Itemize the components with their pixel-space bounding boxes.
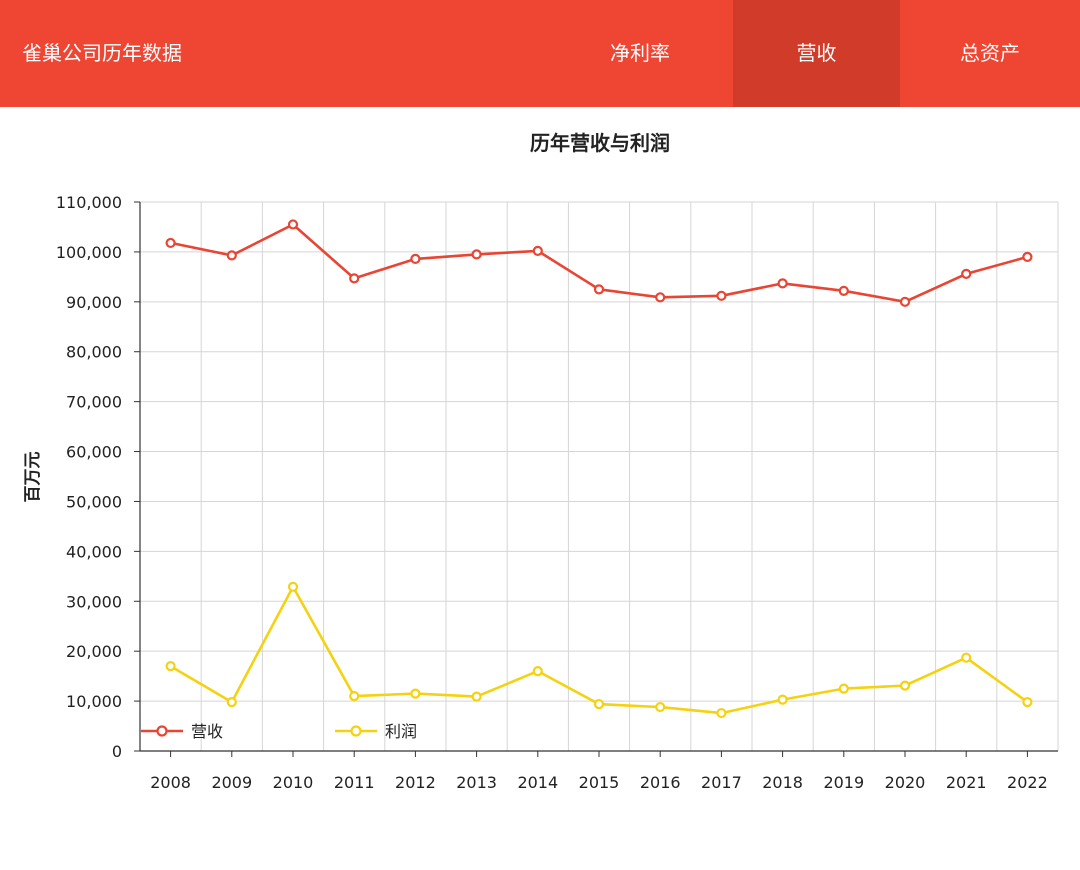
x-tick-label: 2019 <box>823 773 864 792</box>
data-point <box>777 278 788 289</box>
y-tick-label: 60,000 <box>66 443 122 462</box>
x-tick-label: 2013 <box>456 773 497 792</box>
data-point <box>471 249 482 260</box>
app-title: 雀巢公司历年数据 <box>22 41 182 65</box>
data-point <box>655 701 666 713</box>
y-tick-label: 30,000 <box>66 592 122 611</box>
legend-label: 营收 <box>191 722 223 741</box>
x-tick-label: 2014 <box>517 773 558 792</box>
data-point <box>349 690 360 702</box>
data-point <box>471 691 482 702</box>
data-point <box>532 666 543 677</box>
data-point <box>593 698 605 710</box>
tab-revenue[interactable]: 营收 <box>733 0 900 107</box>
data-point <box>226 696 237 708</box>
data-point <box>716 707 727 719</box>
x-tick-label: 2018 <box>762 773 803 792</box>
y-tick-label: 50,000 <box>66 492 122 511</box>
data-point <box>838 683 849 694</box>
data-point <box>899 296 911 307</box>
x-tick-label: 2016 <box>640 773 681 792</box>
data-point <box>899 680 911 691</box>
x-tick-label: 2009 <box>211 773 252 792</box>
data-point <box>1022 696 1033 708</box>
y-axis-label: 百万元 <box>23 452 43 503</box>
data-point <box>165 661 176 672</box>
data-point <box>226 250 237 261</box>
revenue-profit-line-chart: 历年营收与利润 百万元 0 10,000 20,000 30,000 40,000 50,… <box>23 131 1059 792</box>
data-point <box>593 284 605 295</box>
data-point <box>716 290 727 301</box>
x-tick-label: 2012 <box>395 773 436 792</box>
data-point <box>1022 251 1033 262</box>
top-nav-bar: 雀巢公司历年数据 净利率 营收 总资产 <box>0 0 1080 107</box>
y-tick-label: 10,000 <box>66 692 122 711</box>
tab-total-assets[interactable]: 总资产 <box>960 41 1020 65</box>
data-point <box>961 652 972 663</box>
y-tick-label: 80,000 <box>66 343 122 362</box>
data-point <box>287 581 299 592</box>
x-tick-label: 2017 <box>701 773 742 792</box>
y-tick-label: 40,000 <box>66 542 122 561</box>
series-line-1 <box>169 585 1029 715</box>
legend-swatch-point <box>350 725 362 737</box>
chart-title: 历年营收与利润 <box>530 131 670 155</box>
legend-item-1: 利润 <box>335 722 417 741</box>
tab-net-margin[interactable]: 净利率 <box>610 41 670 65</box>
data-point <box>532 245 543 257</box>
x-tick-label: 2022 <box>1007 773 1048 792</box>
legend-label: 利润 <box>385 722 417 741</box>
data-point <box>410 253 421 264</box>
x-tick-label: 2021 <box>946 773 987 792</box>
y-tick-label: 20,000 <box>66 642 122 661</box>
x-tick-label: 2015 <box>579 773 620 792</box>
x-tick-label: 2008 <box>150 773 191 792</box>
y-tick-label: 0 <box>112 742 122 761</box>
data-point <box>287 219 299 230</box>
legend-item-0: 营收 <box>141 722 223 741</box>
data-point <box>961 268 972 279</box>
legend-swatch-point <box>156 725 168 737</box>
y-tick-label: 100,000 <box>56 243 122 262</box>
x-tick-label: 2011 <box>334 773 375 792</box>
y-tick-label: 70,000 <box>66 393 122 412</box>
y-tick-label: 110,000 <box>56 193 122 212</box>
y-tick-label: 90,000 <box>66 293 122 312</box>
x-tick-label: 2020 <box>885 773 926 792</box>
x-tick-label: 2010 <box>273 773 314 792</box>
data-point <box>838 285 849 296</box>
data-point <box>165 237 176 249</box>
data-point <box>349 273 360 284</box>
data-point <box>655 292 666 303</box>
data-point <box>777 694 788 705</box>
data-point <box>410 688 421 699</box>
